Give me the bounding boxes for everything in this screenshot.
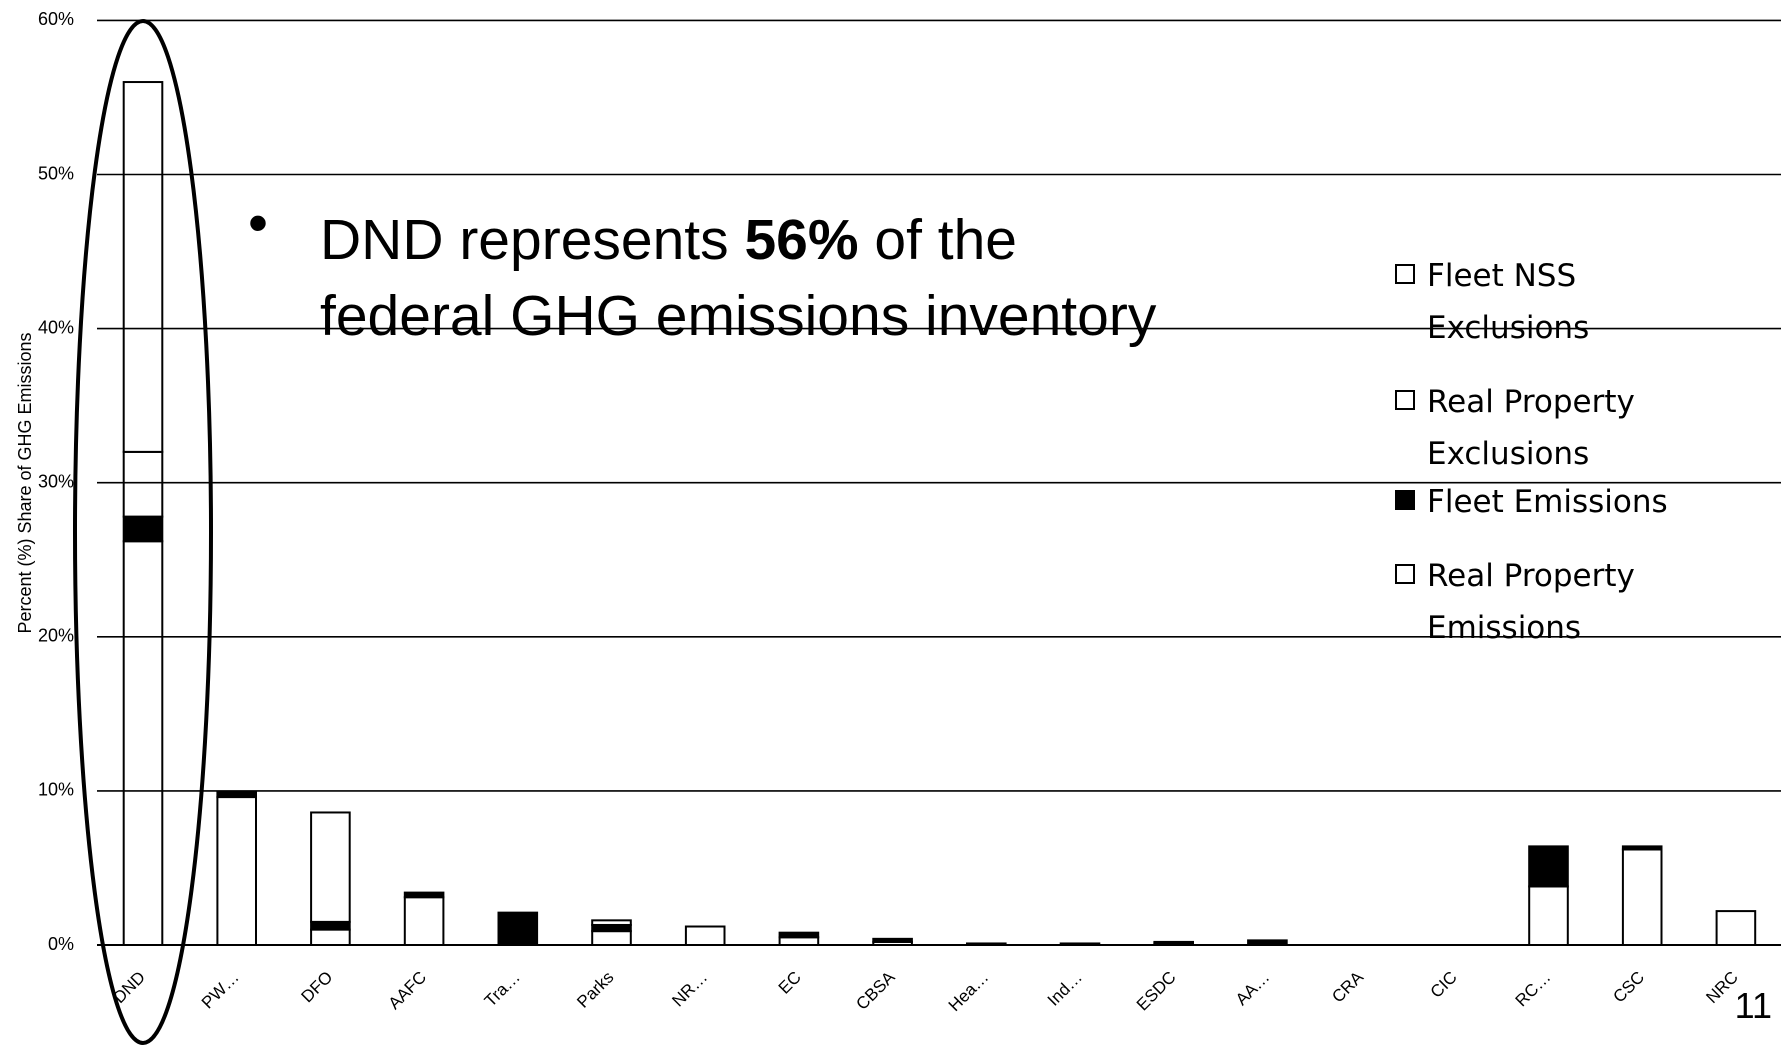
- bar-segment: [1528, 885, 1569, 947]
- legend-label: Real Property Emissions: [1427, 558, 1635, 646]
- bar-segment: [310, 928, 351, 947]
- bar-segment: [1621, 848, 1663, 947]
- legend-swatch: [1395, 390, 1415, 410]
- bar-segment: [122, 81, 164, 453]
- legend-item: Real Property Exclusions: [1388, 376, 1781, 480]
- bar-segment: [684, 925, 726, 946]
- legend: Fleet NSS Exclusions Real Property Exclus…: [1388, 250, 1781, 650]
- legend-label: Fleet Emissions: [1427, 484, 1668, 520]
- y-tick-label: 30%: [38, 471, 74, 491]
- bar-segment: [403, 891, 445, 899]
- bar-segment: [310, 920, 351, 931]
- bar-segment: [778, 936, 820, 946]
- bar-segment: [591, 930, 632, 946]
- legend-label: Real Property Exclusions: [1427, 384, 1635, 472]
- y-tick-label: 10%: [38, 780, 74, 800]
- y-tick-label: 60%: [38, 9, 74, 29]
- legend-item: Fleet NSS Exclusions: [1388, 250, 1781, 354]
- bar-segment: [122, 540, 164, 946]
- annotation-text: of the: [859, 208, 1017, 272]
- bar-segment: [1621, 845, 1663, 851]
- legend-item: Real Property Emissions: [1388, 550, 1781, 650]
- bar-segment: [591, 919, 632, 926]
- annotation: federal GHG emissions inventory: [320, 284, 1157, 348]
- legend-item: Fleet Emissions: [1388, 476, 1781, 528]
- bar-segment: [310, 811, 351, 923]
- bar-segment: [1153, 940, 1195, 945]
- legend-box: Fleet NSS Exclusions Real Property Exclus…: [1388, 250, 1781, 650]
- legend-swatch: [1395, 264, 1415, 284]
- annotation-bold: 56%: [744, 208, 858, 272]
- legend-swatch: [1395, 490, 1415, 510]
- y-axis-label: Percent (%) Share of GHG Emissions: [15, 332, 35, 633]
- annotation: DND represents 56% of the: [320, 208, 1017, 272]
- bar-segment: [778, 931, 820, 939]
- bar-segment: [497, 911, 539, 946]
- y-tick-label: 50%: [38, 163, 74, 183]
- bar-segment: [122, 450, 164, 518]
- y-tick-label: 40%: [38, 317, 74, 337]
- bar-segment: [1715, 910, 1757, 947]
- bar-segment: [1528, 845, 1569, 888]
- legend-label: Fleet NSS Exclusions: [1427, 258, 1590, 346]
- legend-swatch: [1395, 564, 1415, 584]
- bar-segment: [216, 791, 257, 799]
- bar-segment: [872, 937, 913, 943]
- bar-segment: [122, 515, 164, 543]
- page-number: 11: [1735, 985, 1772, 1026]
- bar-segment: [403, 896, 445, 947]
- bullet: •: [248, 191, 268, 255]
- y-tick-label: 0%: [48, 934, 74, 954]
- y-tick-label: 20%: [38, 626, 74, 646]
- bar-segment: [216, 796, 257, 947]
- annotation-text: DND represents: [320, 208, 744, 272]
